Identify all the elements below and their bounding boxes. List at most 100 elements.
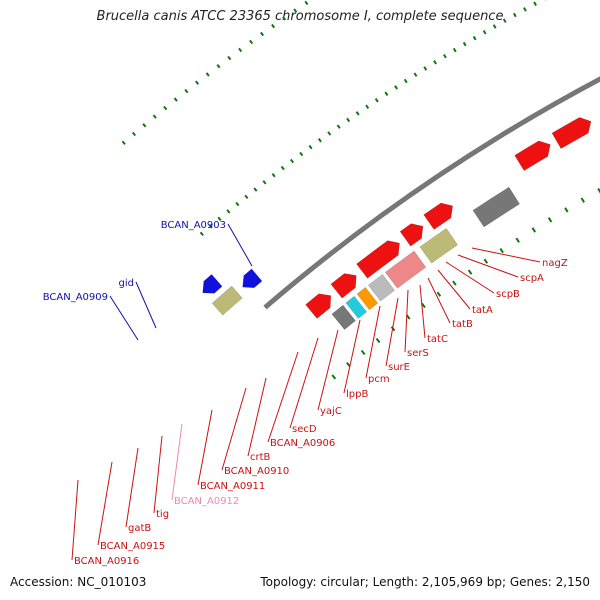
skew-dot	[580, 197, 585, 203]
inner-gene-label: crtB	[250, 452, 271, 463]
skew-dot	[467, 269, 473, 275]
leader-line	[125, 447, 139, 528]
leader-line	[427, 277, 451, 324]
cog-gene	[345, 295, 367, 319]
leader-line	[289, 337, 319, 429]
reverse-gene	[202, 273, 223, 294]
leader-line	[471, 247, 541, 263]
skew-dot	[308, 144, 313, 150]
skew-dot	[216, 63, 221, 69]
leader-line	[171, 423, 183, 501]
leader-line	[247, 377, 267, 457]
skew-dot	[442, 53, 447, 59]
leader-line	[197, 409, 213, 486]
skew-dot	[433, 60, 437, 65]
gc-skew-dots	[121, 0, 600, 380]
inner-gene-label: tig	[156, 509, 169, 520]
skew-dot	[403, 78, 408, 84]
inner-gene-label: gatB	[128, 523, 151, 534]
skew-dot	[280, 165, 285, 171]
inner-gene-label: surE	[388, 362, 410, 373]
gene-features	[202, 117, 592, 330]
skew-dot	[502, 18, 507, 23]
topology-summary: Topology: circular; Length: 2,105,969 bp…	[260, 575, 590, 589]
leader-line	[267, 351, 299, 443]
skew-dot	[282, 16, 287, 21]
skew-dot	[131, 131, 137, 137]
skew-dot	[355, 111, 360, 116]
leader-line	[97, 461, 113, 546]
cog-gene	[331, 304, 356, 330]
leader-line	[457, 254, 519, 278]
inner-gene-label: BCAN_A0916	[74, 556, 139, 567]
forward-gene	[514, 140, 551, 172]
skew-dot	[564, 207, 569, 213]
cog-gene	[385, 250, 427, 289]
skew-dot	[336, 124, 341, 129]
skew-dot	[360, 349, 366, 356]
inner-gene-label: lppB	[346, 389, 368, 400]
forward-gene	[330, 273, 357, 299]
skew-dot	[533, 1, 537, 7]
outer-gene-label: BCAN_A0909	[43, 292, 108, 303]
leader-line	[437, 269, 471, 310]
label-leaders	[71, 223, 541, 561]
skew-dot	[547, 217, 553, 223]
chromosome-backbone	[263, 76, 600, 310]
skew-dot	[436, 291, 442, 297]
forward-gene	[551, 117, 592, 149]
skew-dot	[173, 97, 178, 102]
skew-dot	[472, 35, 477, 41]
skew-dot	[515, 237, 520, 243]
inner-gene-label: BCAN_A0911	[200, 481, 265, 492]
cog-gene	[367, 274, 395, 302]
skew-dot	[384, 91, 389, 96]
inner-gene-label: BCAN_A0906	[270, 438, 335, 449]
inner-gene-label: scpB	[496, 289, 520, 300]
skew-dot	[226, 209, 231, 214]
inner-gene-label: serS	[407, 348, 429, 359]
forward-gene	[305, 293, 332, 319]
leader-line	[385, 297, 399, 367]
skew-dot	[293, 8, 298, 13]
inner-gene-label: tatC	[427, 334, 448, 345]
skew-dot	[421, 302, 426, 309]
cog-gene	[419, 228, 458, 264]
leader-line	[221, 387, 247, 471]
inner-gene-label: pcm	[368, 374, 390, 385]
skew-dot	[244, 194, 249, 199]
skew-dot	[483, 258, 489, 264]
forward-gene	[399, 223, 424, 247]
skew-dot	[299, 151, 304, 157]
skew-dot	[597, 187, 600, 194]
reverse-gene	[242, 268, 263, 288]
skew-dot	[394, 85, 398, 90]
leader-line	[365, 305, 381, 379]
inner-gene-label: secD	[292, 424, 317, 435]
cog-gene	[356, 287, 379, 311]
skew-dot	[208, 224, 213, 229]
skew-dot	[205, 72, 210, 77]
map-title: Brucella canis ATCC 23365 chromosome I, …	[96, 9, 504, 24]
skew-dot	[199, 231, 204, 237]
outer-gene-label: gid	[119, 278, 134, 289]
skew-dot	[413, 72, 418, 77]
leader-line	[109, 295, 139, 341]
forward-gene	[423, 202, 453, 230]
skew-dot	[492, 24, 497, 29]
inner-gene-label: tatB	[452, 319, 473, 330]
skew-dot	[374, 98, 379, 103]
skew-dot	[249, 39, 254, 45]
skew-dot	[452, 280, 457, 286]
skew-dot	[289, 158, 295, 164]
leader-line	[404, 289, 409, 353]
skew-dot	[195, 80, 200, 85]
skew-dot	[217, 216, 222, 222]
skew-dot	[304, 0, 309, 6]
skew-dot	[227, 55, 232, 61]
skew-dot	[462, 41, 467, 47]
cog-gene	[472, 186, 520, 228]
skew-dot	[271, 172, 276, 178]
